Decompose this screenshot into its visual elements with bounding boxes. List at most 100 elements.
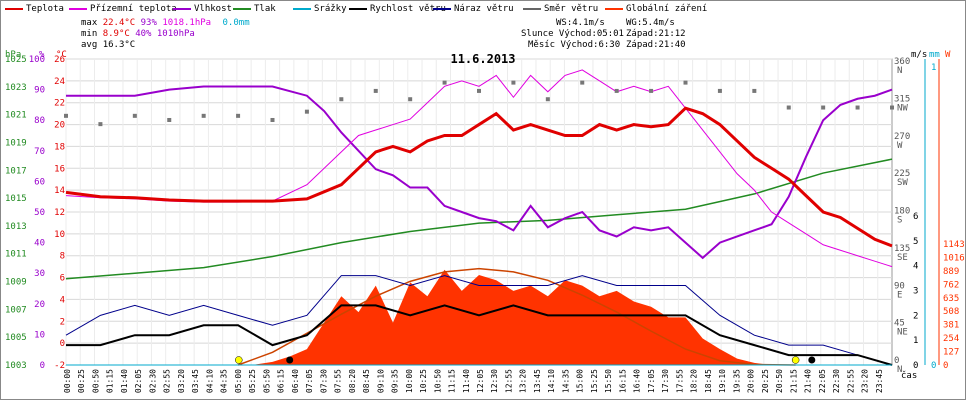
wind-direction-point [64,113,68,118]
wind-direction-point [717,88,722,93]
tick-direction: 315 [894,94,910,104]
tick-temp: 18 [54,142,65,152]
tick-radiation: 762 [943,280,959,290]
stats-avg: avg 16.3°C [81,40,136,50]
legend-item-6: Náraz větru [433,4,514,14]
tick-radiation: 254 [943,334,959,344]
legend-label: Rychlost větru [370,4,446,14]
tick-temp: 4 [60,295,65,305]
wind-direction-point [98,122,103,127]
tick-wind: 1 [913,336,918,346]
axis-unit-radiation: W [945,50,951,60]
tick-temp: -2 [54,361,65,371]
wind-direction-point [511,80,516,85]
tick-time: 20:50 [775,369,784,393]
tick-temp: 24 [54,77,65,87]
tick-time: 17:30 [661,369,670,393]
tick-time: 12:05 [476,369,485,393]
tick-pressure: 1017 [5,166,27,176]
tick-humidity: 0 [40,361,45,371]
tick-time: 06:40 [291,369,300,393]
chart-title: 11.6.2013 [450,52,515,66]
tick-pressure: 1003 [5,361,27,371]
wind-direction-point [442,80,447,85]
series-humidity [66,85,893,260]
wind-direction-point [683,80,688,85]
wind-direction-point [580,80,585,85]
legend-swatch [5,7,23,10]
tick-direction-label: SE [897,253,908,263]
tick-humidity: 70 [34,147,45,157]
tick-time: 23:20 [861,369,870,393]
tick-rain: 1 [931,63,936,73]
tick-pressure: 1023 [5,83,27,93]
legend-label: Směr větru [544,4,599,14]
tick-time: 10:25 [419,369,428,393]
tick-time: 16:40 [633,369,642,393]
tick-direction-label: W [897,141,903,151]
tick-direction-label: N [897,66,902,76]
tick-wind: 4 [913,262,918,272]
wind-direction-point [408,97,413,102]
tick-direction-label: S [897,216,902,226]
tick-wind: 3 [913,287,918,297]
tick-direction-label: NE [897,328,908,338]
stats-sun-set: Západ:21:12 [626,29,686,39]
tick-temp: 20 [54,121,65,131]
tick-time: 18:45 [704,369,713,393]
wind-direction-point [236,113,241,118]
wind-direction-point [545,97,550,102]
tick-direction: 45 [894,319,905,329]
tick-temp: 16 [54,164,65,174]
tick-time: 04:10 [205,369,214,393]
tick-time: 00:00 [63,369,72,393]
tick-time: 12:30 [490,369,499,393]
legend-label: Globální záření [626,4,708,14]
tick-pressure: 1021 [5,111,27,121]
tick-time: 08:45 [362,369,371,393]
legend-item-5: Rychlost větru [349,4,446,14]
wind-direction-point [373,88,378,93]
tick-wind: 5 [913,237,918,247]
tick-direction-label: E [897,290,902,300]
series-theoretical-radiation [237,267,796,366]
legend-swatch [233,7,251,10]
legend-swatch [523,7,541,10]
sun-marker [791,356,800,364]
axis-unit-pressure: hPa [5,50,21,60]
tick-temp: 14 [54,186,65,196]
wind-direction-point [270,117,275,122]
tick-time: 02:30 [148,369,157,393]
legend-label: Srážky [314,4,347,14]
tick-time: 00:25 [77,369,86,393]
tick-time: 09:35 [391,369,400,393]
tick-pressure: 1025 [5,55,27,65]
stats-moon-set: Západ:21:40 [626,40,686,50]
tick-time: 10:00 [405,369,414,393]
tick-time: 12:55 [504,369,513,393]
tick-time: 07:55 [334,369,343,393]
tick-time: 22:55 [846,369,855,393]
tick-time: 05:25 [248,369,257,393]
tick-time: 22:05 [818,369,827,393]
axis-label-time: čas [901,370,917,381]
legend-item-8: Globální záření [605,4,707,14]
axis-unit-temp: °C [56,50,67,60]
tick-temp: 0 [60,339,65,349]
tick-pressure: 1019 [5,138,27,148]
tick-time: 09:10 [376,369,385,393]
wind-direction-point [752,88,757,93]
tick-time: 02:05 [134,369,143,393]
tick-humidity: 40 [34,239,45,249]
tick-time: 07:05 [305,369,314,393]
tick-pressure: 1009 [5,278,27,288]
tick-radiation: 0 [943,361,948,371]
tick-humidity: 30 [34,269,45,279]
wind-direction-point [167,117,172,122]
wind-direction-point [339,97,344,102]
wind-direction-point [304,109,309,114]
tick-time: 02:55 [163,369,172,393]
stats-ws: WS:4.1m/s [556,18,605,28]
legend-swatch [349,7,367,10]
